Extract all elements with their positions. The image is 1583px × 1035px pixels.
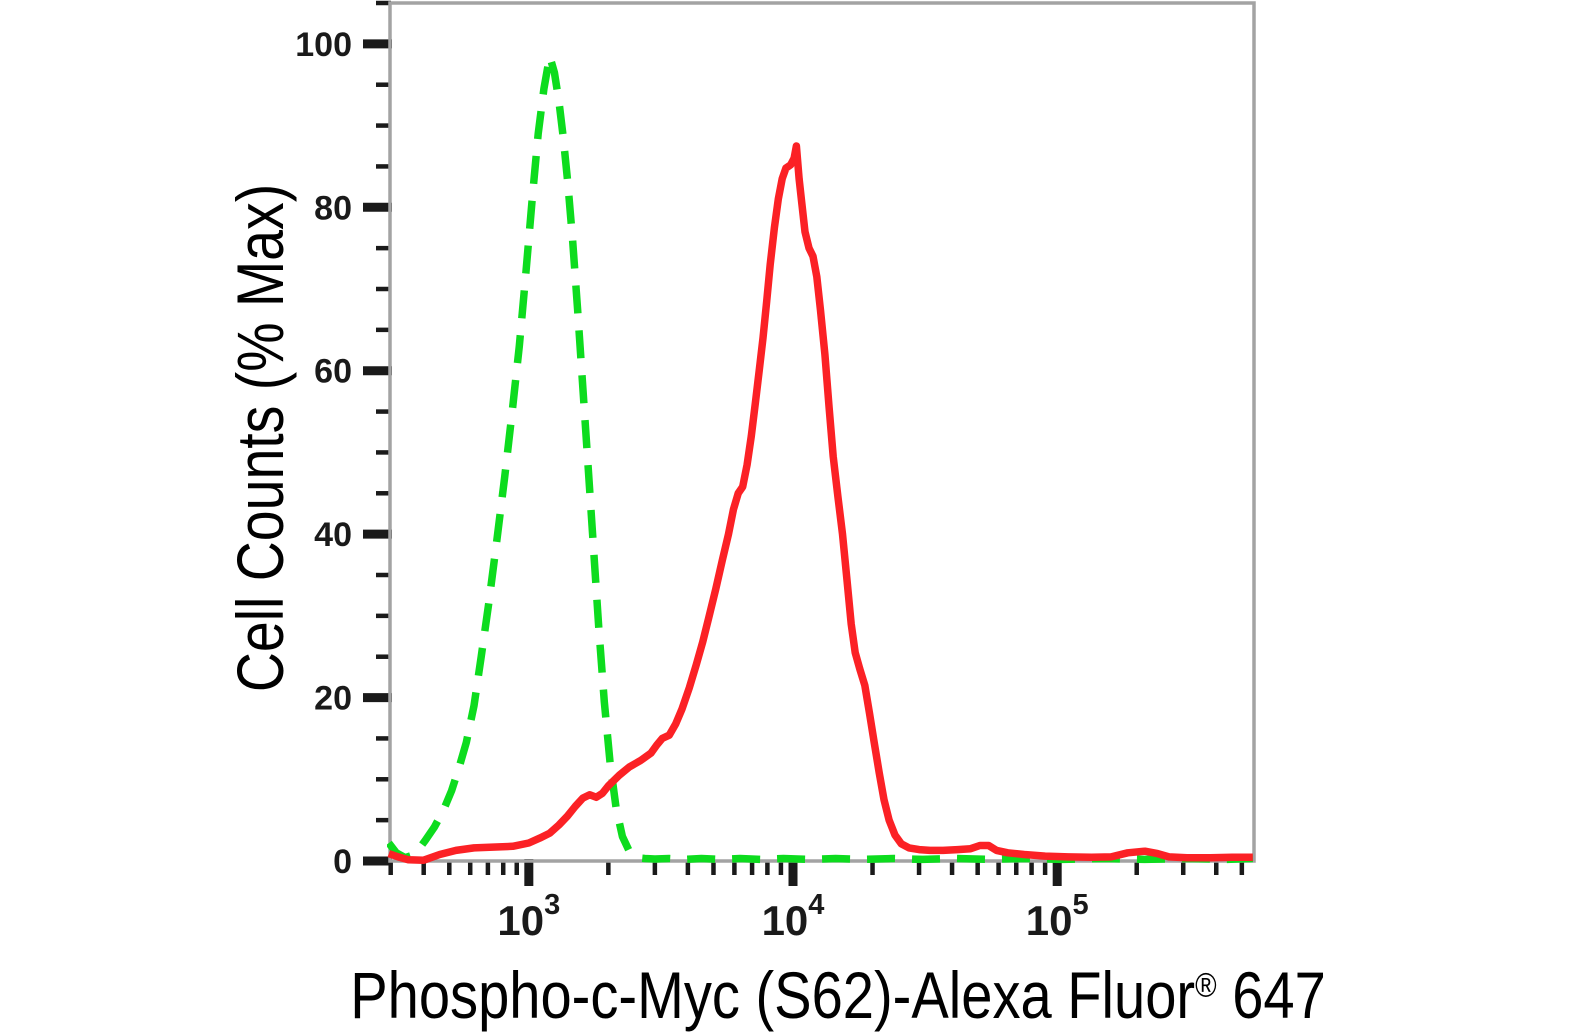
x-axis-title-suffix: 647 xyxy=(1216,958,1326,1032)
x-decade-label: 103 xyxy=(497,889,560,944)
y-axis-title: Cell Counts (% Max) xyxy=(223,183,297,693)
x-axis-title-main: Phospho-c-Myc (S62)-Alexa Fluor xyxy=(350,958,1196,1032)
y-tick-label: 100 xyxy=(295,26,352,64)
y-tick-label: 80 xyxy=(314,189,352,227)
registered-trademark-icon: ® xyxy=(1195,966,1217,1005)
y-tick-label: 40 xyxy=(314,516,352,554)
series-red-solid-histogram xyxy=(387,142,1253,864)
series-green-dashed-histogram xyxy=(387,52,1253,864)
x-decade-label: 104 xyxy=(762,889,825,944)
x-decade-label: 105 xyxy=(1026,889,1089,944)
x-axis-title: Phospho-c-Myc (S62)-Alexa Fluor® 647 xyxy=(350,962,1326,1028)
y-tick-label: 60 xyxy=(314,353,352,391)
plot-frame xyxy=(388,1,1256,863)
y-tick-label: 0 xyxy=(333,843,352,881)
y-tick-label: 20 xyxy=(314,680,352,718)
